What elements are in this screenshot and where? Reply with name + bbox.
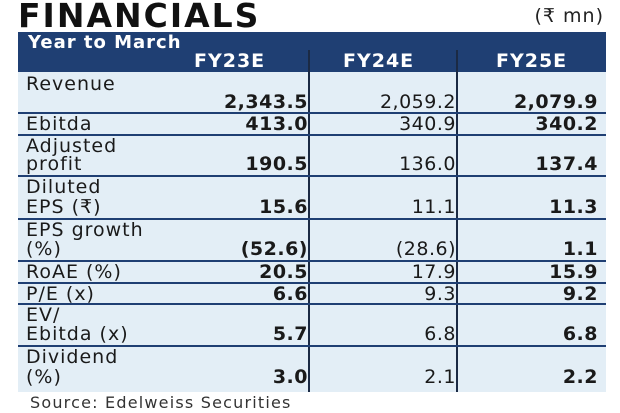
row-label-dividend: Dividend <box>26 346 119 368</box>
table-cell: 6.8 <box>562 323 598 345</box>
row-label-revenue: Revenue <box>26 73 116 95</box>
row-label-roae: RoAE (%) <box>26 261 122 283</box>
row-label-adjusted-profit-line2: profit <box>26 153 83 175</box>
table-cell: 413.0 <box>245 113 308 135</box>
row-divider <box>18 112 606 114</box>
table-cell: 2,343.5 <box>223 91 308 113</box>
row-label-diluted-eps-line2: EPS (₹) <box>26 196 102 218</box>
table-cell: 9.2 <box>562 283 598 305</box>
table-cell: 2,059.2 <box>379 91 456 113</box>
row-label-ev-ebitda-line2: Ebitda (x) <box>26 323 129 345</box>
table-cell: 1.1 <box>562 238 598 260</box>
row-label-ebitda: Ebitda <box>26 113 93 135</box>
financials-table: Year to March FY23E FY24E FY25E Revenue … <box>18 32 606 392</box>
row-divider <box>18 345 606 347</box>
row-divider <box>18 260 606 262</box>
row-divider <box>18 282 606 284</box>
table-cell: 2.2 <box>562 366 598 388</box>
table-header: Year to March FY23E FY24E FY25E <box>18 32 606 72</box>
table-cell: 137.4 <box>535 153 598 175</box>
source-note: Source: Edelweiss Securities <box>30 393 292 412</box>
table-cell: 6.8 <box>424 323 456 345</box>
row-divider <box>18 134 606 136</box>
table-cell: 340.9 <box>399 113 456 135</box>
row-label-pe: P/E (x) <box>26 283 95 305</box>
row-label-diluted-eps: Diluted <box>26 176 102 198</box>
table-cell: 15.9 <box>549 261 598 283</box>
column-header-fy25e: FY25E <box>496 50 568 72</box>
table-cell: 340.2 <box>535 113 598 135</box>
table-cell: 3.0 <box>272 366 308 388</box>
table-cell: (28.6) <box>395 238 456 260</box>
table-cell: 2.1 <box>424 366 456 388</box>
column-header-fy23e: FY23E <box>194 50 266 72</box>
row-label-eps-growth-line2: (%) <box>26 238 62 260</box>
column-divider <box>456 50 458 392</box>
table-cell: 5.7 <box>272 323 308 345</box>
units-label: (₹ mn) <box>534 5 604 27</box>
table-title: FINANCIALS <box>18 0 261 35</box>
row-label-eps-growth: EPS growth <box>26 219 144 241</box>
row-label-ev-ebitda: EV/ <box>26 304 61 326</box>
year-to-march-label: Year to March <box>28 32 182 53</box>
table-cell: 190.5 <box>245 153 308 175</box>
column-divider <box>308 50 310 392</box>
table-cell: 136.0 <box>399 153 456 175</box>
table-cell: 15.6 <box>259 196 308 218</box>
row-divider <box>18 218 606 220</box>
row-divider <box>18 303 606 305</box>
row-divider <box>18 175 606 177</box>
table-cell: 11.1 <box>411 196 456 218</box>
table-cell: 20.5 <box>259 261 308 283</box>
table-cell: (52.6) <box>240 238 308 260</box>
table-cell: 9.3 <box>424 283 456 305</box>
table-cell: 17.9 <box>411 261 456 283</box>
table-cell: 11.3 <box>549 196 598 218</box>
row-label-adjusted-profit: Adjusted <box>26 135 118 157</box>
column-header-fy24e: FY24E <box>343 50 415 72</box>
row-label-dividend-line2: (%) <box>26 366 62 388</box>
table-cell: 2,079.9 <box>513 91 598 113</box>
table-cell: 6.6 <box>272 283 308 305</box>
